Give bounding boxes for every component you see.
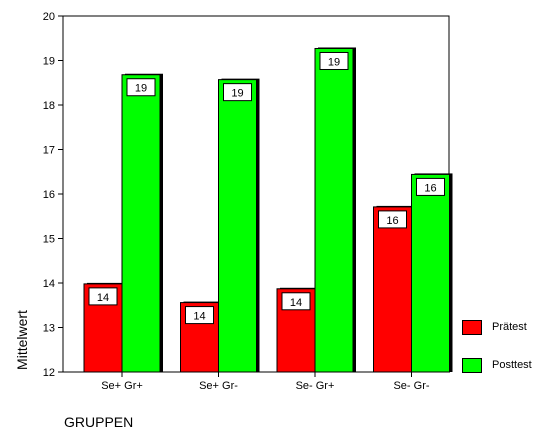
legend-item-posttest: Posttest xyxy=(462,356,532,374)
data-label-posttest-3: 19 xyxy=(328,56,340,68)
x-tick-label-4: Se- Gr- xyxy=(393,380,429,392)
y-tick-label-15: 15 xyxy=(43,234,55,246)
bar-posttest-2 xyxy=(218,79,257,373)
x-tick-label-3: Se- Gr+ xyxy=(296,380,335,392)
x-axis-label: GRUPPEN xyxy=(64,414,134,430)
data-label-box-pretest-1 xyxy=(88,287,118,306)
legend-label-posttest: Posttest xyxy=(492,359,532,371)
y-tick-label-14: 14 xyxy=(43,278,55,290)
legend-label-pretest: Prätest xyxy=(492,321,527,333)
y-tick-label-20: 20 xyxy=(43,11,55,23)
data-label-pretest-2: 14 xyxy=(193,311,205,323)
data-label-posttest-2: 19 xyxy=(231,88,243,100)
plot-area: 12 13 14 15 16 17 18 19 20 14 19 Se+ Gr+ 14 19 Se+ Gr-… xyxy=(43,11,453,392)
data-label-box-posttest-4 xyxy=(416,177,445,196)
y-axis-label: Mittelwert xyxy=(14,310,30,370)
y-tick-label-17: 17 xyxy=(43,145,55,157)
y-tick-label-18: 18 xyxy=(43,100,55,112)
legend-swatch-pretest xyxy=(462,319,482,335)
data-label-box-pretest-2 xyxy=(185,306,214,325)
legend-swatch-posttest xyxy=(462,357,482,373)
y-tick-label-12: 12 xyxy=(43,367,55,379)
data-label-posttest-1: 19 xyxy=(135,83,147,95)
bar-pretest-4 xyxy=(373,206,412,373)
x-tick-label-2: Se+ Gr- xyxy=(199,380,238,392)
data-label-box-pretest-4 xyxy=(378,210,407,229)
data-label-pretest-1: 14 xyxy=(97,292,109,304)
data-label-pretest-4: 16 xyxy=(386,215,398,227)
legend-item-pretest: Prätest xyxy=(462,318,532,336)
data-label-pretest-3: 14 xyxy=(290,297,302,309)
x-tick-label-1: Se+ Gr+ xyxy=(101,380,143,392)
bar-posttest-3 xyxy=(314,47,354,373)
data-label-box-pretest-3 xyxy=(281,292,311,311)
data-label-box-posttest-3 xyxy=(319,51,349,70)
data-label-posttest-4: 16 xyxy=(424,182,436,194)
data-label-box-posttest-2 xyxy=(223,83,252,102)
legend: Prätest Posttest xyxy=(462,318,532,394)
bar-posttest-4 xyxy=(411,173,450,373)
y-tick-label-13: 13 xyxy=(43,323,55,335)
y-tick-label-16: 16 xyxy=(43,189,55,201)
y-tick-label-19: 19 xyxy=(43,56,55,68)
data-label-box-posttest-1 xyxy=(126,78,156,97)
bar-posttest-1 xyxy=(121,74,161,373)
